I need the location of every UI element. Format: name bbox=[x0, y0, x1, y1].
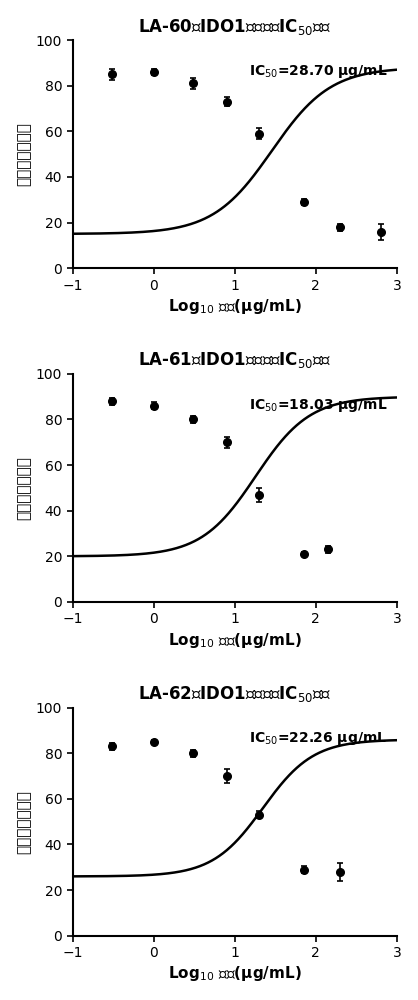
Title: LA-62在IDO1酶水平的IC$_{50}$测定: LA-62在IDO1酶水平的IC$_{50}$测定 bbox=[138, 684, 331, 704]
X-axis label: Log$_{10}$ 浓度(μg/mL): Log$_{10}$ 浓度(μg/mL) bbox=[168, 964, 302, 983]
X-axis label: Log$_{10}$ 浓度(μg/mL): Log$_{10}$ 浓度(μg/mL) bbox=[168, 631, 302, 650]
Y-axis label: 相对酶活百分比: 相对酶活百分比 bbox=[17, 790, 32, 854]
Title: LA-61在IDO1酶水平的IC$_{50}$测定: LA-61在IDO1酶水平的IC$_{50}$测定 bbox=[138, 350, 331, 370]
Y-axis label: 相对酶活百分比: 相对酶活百分比 bbox=[17, 456, 32, 520]
Title: LA-60在IDO1酶水平的IC$_{50}$测定: LA-60在IDO1酶水平的IC$_{50}$测定 bbox=[138, 17, 331, 37]
Text: IC$_{50}$=28.70 μg/mL: IC$_{50}$=28.70 μg/mL bbox=[249, 63, 387, 80]
Text: IC$_{50}$=18.03 μg/mL: IC$_{50}$=18.03 μg/mL bbox=[249, 397, 387, 414]
Text: IC$_{50}$=22.26 μg/mL: IC$_{50}$=22.26 μg/mL bbox=[249, 730, 387, 747]
Y-axis label: 相对酶活百分比: 相对酶活百分比 bbox=[17, 122, 32, 186]
X-axis label: Log$_{10}$ 浓度(μg/mL): Log$_{10}$ 浓度(μg/mL) bbox=[168, 297, 302, 316]
